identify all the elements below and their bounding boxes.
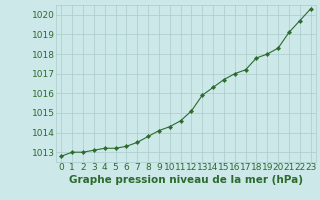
X-axis label: Graphe pression niveau de la mer (hPa): Graphe pression niveau de la mer (hPa)	[69, 175, 303, 185]
